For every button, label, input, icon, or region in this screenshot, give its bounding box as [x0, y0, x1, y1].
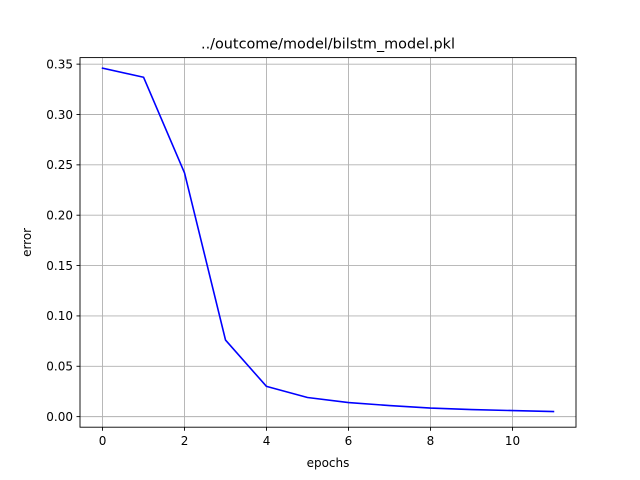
x-tick-label: 10 — [505, 434, 520, 448]
y-tick-label: 0.10 — [46, 309, 73, 323]
x-axis-label: epochs — [307, 456, 350, 470]
y-tick-label: 0.15 — [46, 259, 73, 273]
tick-layer: 0 2 4 6 8 10 0.00 0.05 0.10 0.15 0.20 0.25 0.30 0.35 — [46, 57, 520, 448]
y-tick-label: 0.30 — [46, 108, 73, 122]
y-tick-label: 0.25 — [46, 158, 73, 172]
grid-layer — [80, 57, 576, 428]
y-tick-label: 0.05 — [46, 360, 73, 374]
series-line — [101, 67, 555, 413]
y-tick-label: 0.20 — [46, 209, 73, 223]
y-tick-label: 0.00 — [46, 410, 73, 424]
x-tick-label: 8 — [427, 434, 435, 448]
plot-frame — [79, 57, 577, 428]
series-layer — [101, 67, 555, 413]
x-tick-label: 4 — [263, 434, 271, 448]
y-axis-label: error — [20, 228, 34, 257]
x-tick-label: 0 — [99, 434, 107, 448]
x-tick-label: 2 — [181, 434, 189, 448]
x-tick-label: 6 — [345, 434, 353, 448]
chart-title: ../outcome/model/bilstm_model.pkl — [201, 37, 455, 53]
y-tick-label: 0.35 — [46, 57, 73, 71]
